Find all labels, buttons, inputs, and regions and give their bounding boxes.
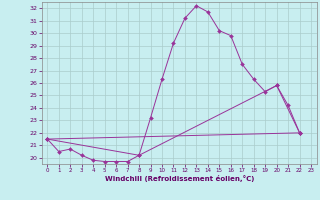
X-axis label: Windchill (Refroidissement éolien,°C): Windchill (Refroidissement éolien,°C) [105, 175, 254, 182]
